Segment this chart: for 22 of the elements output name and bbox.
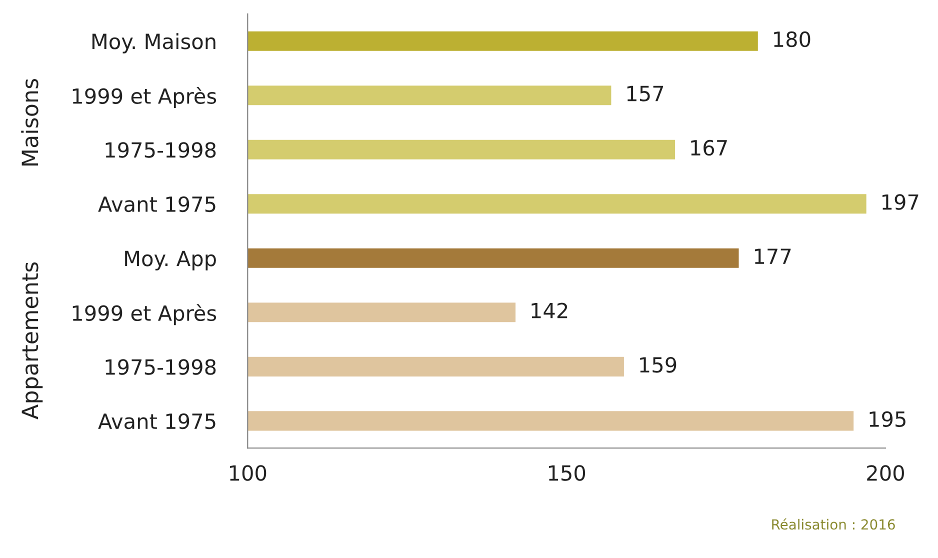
- text: Maisons: [21, 78, 38, 166]
- y-tick-label: 1999 et Après: [72, 304, 216, 326]
- y-tick-label: Moy. Maison: [92, 33, 216, 54]
- text: Réalisation : 2016: [772, 518, 895, 530]
- y-tick-label: 1975-1998: [106, 142, 216, 158]
- y-tick-label: Avant 1975: [98, 413, 216, 430]
- x-tick-label: 200: [867, 465, 904, 481]
- data-label: 177: [754, 248, 791, 264]
- text: Appartements: [22, 262, 43, 420]
- data-label: 197: [882, 194, 918, 210]
- data-label: 167: [691, 140, 727, 156]
- y-tick-label: Avant 1975: [98, 196, 216, 212]
- data-label: 142: [532, 302, 568, 318]
- y-tick-label: 1975-1998: [106, 359, 216, 375]
- data-label: 157: [627, 86, 664, 102]
- data-label: 195: [870, 411, 906, 427]
- data-label: 159: [640, 356, 676, 373]
- x-tick-label: 100: [230, 465, 266, 481]
- x-tick-label: 150: [548, 465, 586, 481]
- data-label: 180: [774, 31, 810, 48]
- y-tick-label: Moy. App: [125, 250, 216, 270]
- y-tick-label: 1999 et Après: [72, 87, 216, 108]
